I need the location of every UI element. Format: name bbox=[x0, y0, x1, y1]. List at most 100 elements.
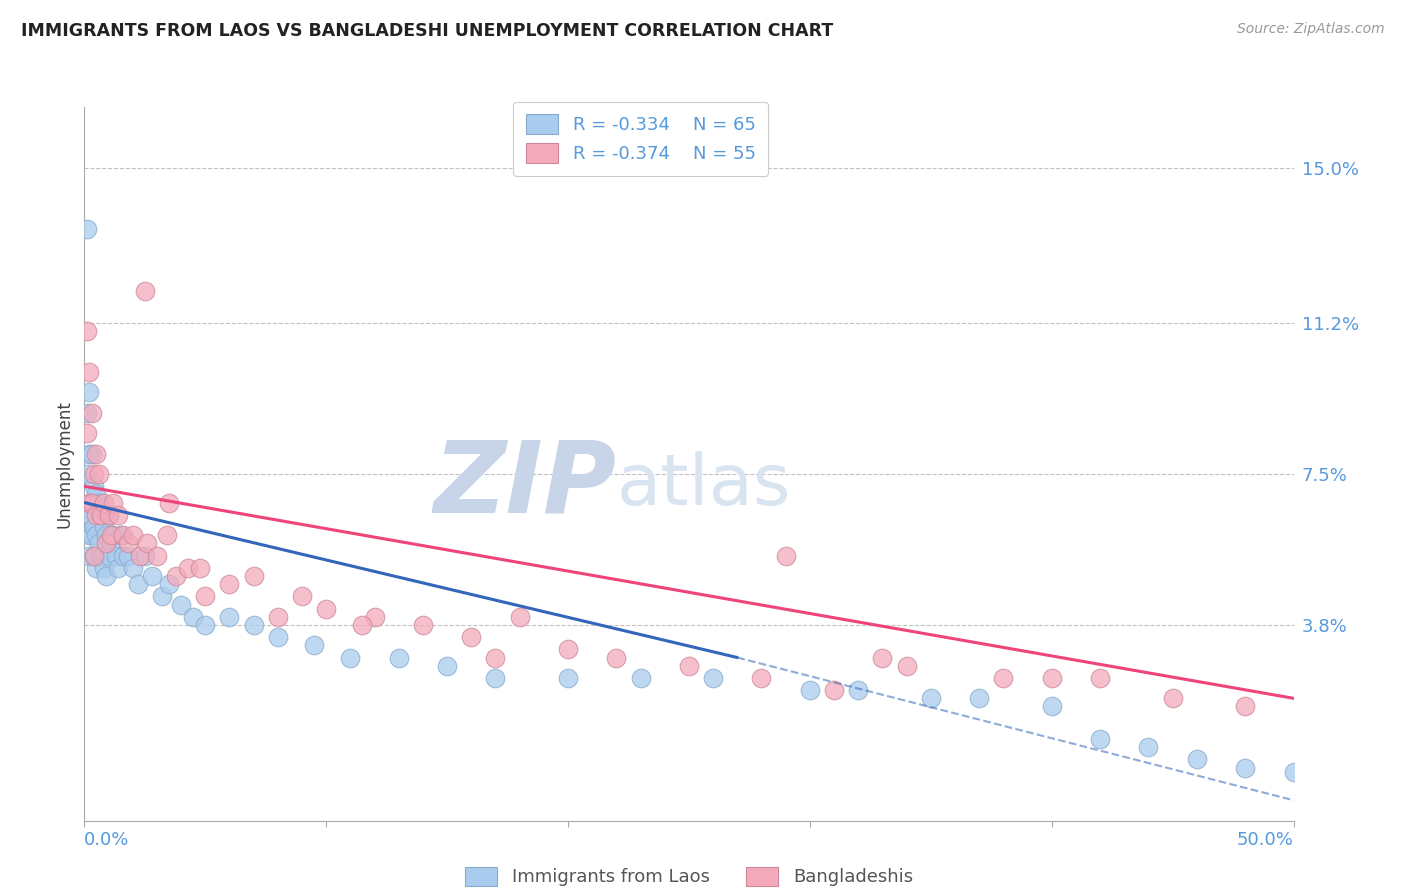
Point bbox=[339, 650, 361, 665]
Point bbox=[86, 508, 108, 522]
Point bbox=[112, 528, 135, 542]
Point bbox=[100, 536, 122, 550]
Y-axis label: Unemployment: Unemployment bbox=[55, 400, 73, 528]
Point bbox=[112, 549, 135, 563]
Point bbox=[134, 549, 156, 563]
Point bbox=[412, 618, 434, 632]
Point bbox=[76, 222, 98, 236]
Point bbox=[1234, 699, 1257, 714]
Point bbox=[77, 508, 100, 522]
Point bbox=[77, 528, 100, 542]
Point bbox=[94, 569, 117, 583]
Point bbox=[93, 520, 115, 534]
Point bbox=[605, 650, 627, 665]
Point bbox=[134, 284, 156, 298]
Point bbox=[90, 508, 112, 522]
Text: 0.0%: 0.0% bbox=[84, 830, 129, 848]
Point bbox=[93, 495, 115, 509]
Point bbox=[100, 528, 122, 542]
Point bbox=[1282, 764, 1305, 779]
Point bbox=[557, 671, 579, 685]
Point bbox=[436, 658, 458, 673]
Point bbox=[94, 528, 117, 542]
Point bbox=[76, 426, 98, 441]
Point bbox=[77, 365, 100, 379]
Point bbox=[1088, 732, 1111, 747]
Point bbox=[80, 406, 103, 420]
Point bbox=[80, 495, 103, 509]
Point bbox=[107, 508, 129, 522]
Text: IMMIGRANTS FROM LAOS VS BANGLADESHI UNEMPLOYMENT CORRELATION CHART: IMMIGRANTS FROM LAOS VS BANGLADESHI UNEM… bbox=[21, 22, 834, 40]
Point bbox=[83, 467, 105, 481]
Point bbox=[90, 549, 112, 563]
Point bbox=[83, 520, 105, 534]
Point bbox=[150, 590, 173, 604]
Point bbox=[557, 642, 579, 657]
Point bbox=[146, 549, 169, 563]
Point bbox=[76, 406, 98, 420]
Point bbox=[218, 609, 240, 624]
Point bbox=[107, 561, 129, 575]
Point bbox=[363, 609, 385, 624]
Point bbox=[823, 683, 845, 698]
Point bbox=[509, 609, 531, 624]
Point bbox=[181, 609, 204, 624]
Point bbox=[1088, 671, 1111, 685]
Point bbox=[1161, 691, 1184, 706]
Point bbox=[1137, 740, 1160, 755]
Point bbox=[218, 577, 240, 591]
Legend: Immigrants from Laos, Bangladeshis: Immigrants from Laos, Bangladeshis bbox=[458, 859, 920, 892]
Point bbox=[157, 495, 180, 509]
Point bbox=[993, 671, 1015, 685]
Point bbox=[77, 385, 100, 400]
Point bbox=[702, 671, 724, 685]
Point bbox=[1040, 671, 1063, 685]
Point bbox=[315, 601, 337, 615]
Point bbox=[1040, 699, 1063, 714]
Point bbox=[484, 671, 506, 685]
Point bbox=[267, 630, 290, 644]
Point bbox=[77, 495, 100, 509]
Point bbox=[76, 467, 98, 481]
Point bbox=[177, 561, 200, 575]
Point bbox=[194, 590, 217, 604]
Point bbox=[77, 549, 100, 563]
Point bbox=[87, 495, 110, 509]
Point bbox=[242, 569, 264, 583]
Point bbox=[165, 569, 187, 583]
Point bbox=[121, 561, 143, 575]
Point bbox=[97, 549, 120, 563]
Point bbox=[291, 590, 314, 604]
Point bbox=[93, 561, 115, 575]
Point bbox=[103, 495, 125, 509]
Point bbox=[678, 658, 700, 673]
Text: 50.0%: 50.0% bbox=[1237, 830, 1294, 848]
Point bbox=[484, 650, 506, 665]
Point bbox=[103, 528, 125, 542]
Text: atlas: atlas bbox=[616, 450, 790, 520]
Point bbox=[170, 598, 193, 612]
Point bbox=[460, 630, 482, 644]
Point bbox=[267, 609, 290, 624]
Point bbox=[775, 549, 797, 563]
Point bbox=[87, 467, 110, 481]
Point bbox=[87, 536, 110, 550]
Point bbox=[76, 324, 98, 338]
Point bbox=[352, 618, 374, 632]
Point bbox=[751, 671, 773, 685]
Point bbox=[129, 549, 152, 563]
Point bbox=[155, 528, 177, 542]
Point bbox=[76, 508, 98, 522]
Point bbox=[1185, 752, 1208, 766]
Point bbox=[83, 549, 105, 563]
Point bbox=[967, 691, 990, 706]
Point bbox=[896, 658, 918, 673]
Point bbox=[121, 528, 143, 542]
Point bbox=[94, 536, 117, 550]
Point bbox=[127, 577, 149, 591]
Point bbox=[920, 691, 942, 706]
Point bbox=[799, 683, 821, 698]
Point bbox=[97, 508, 120, 522]
Point bbox=[97, 508, 120, 522]
Point bbox=[117, 549, 139, 563]
